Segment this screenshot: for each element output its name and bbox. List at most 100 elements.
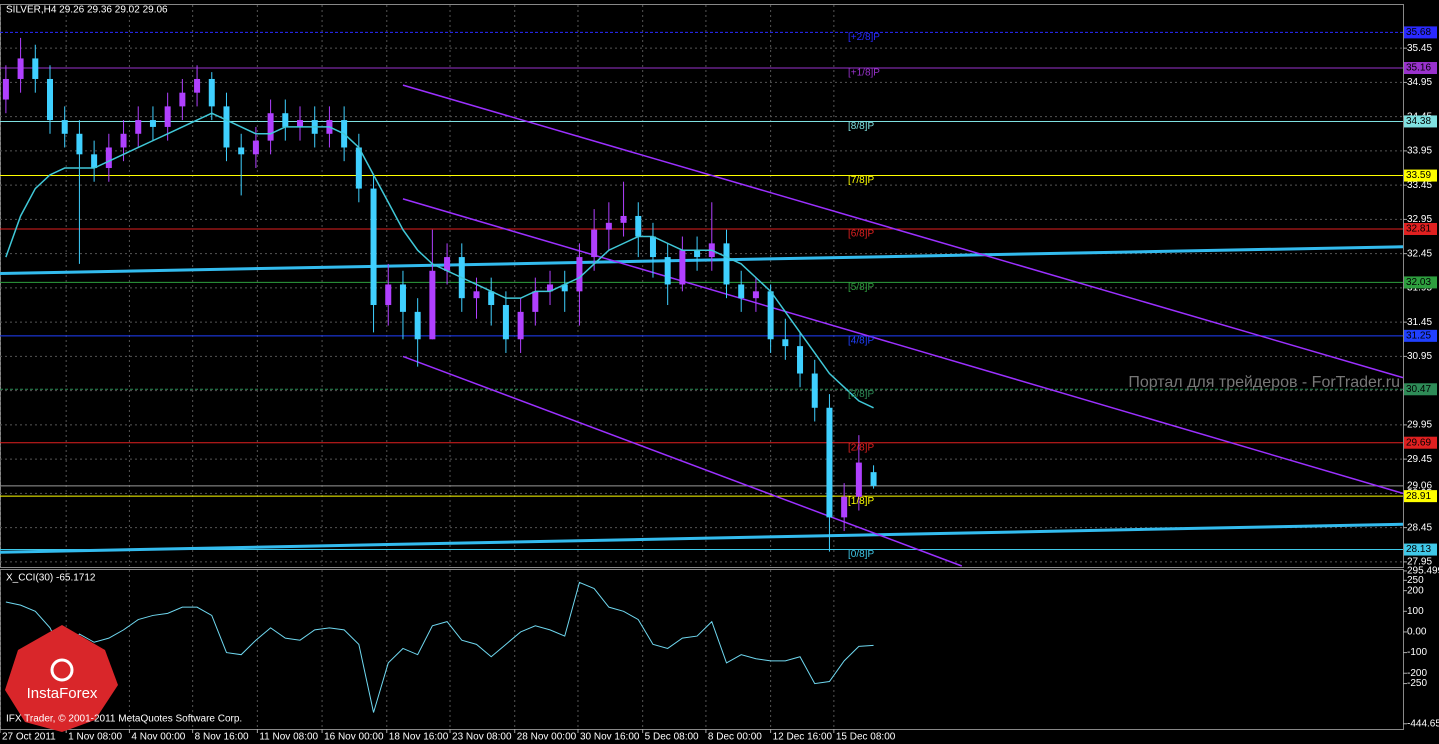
candle-body: [679, 250, 686, 285]
candle-body: [223, 106, 230, 148]
candle-body: [17, 58, 24, 79]
candle-body: [149, 120, 156, 127]
channel-line: [402, 198, 1404, 495]
candle-body: [532, 291, 539, 312]
level-price: 31.25: [1406, 330, 1431, 341]
candle-body: [355, 147, 362, 189]
level-label: [3/8]P: [848, 389, 874, 400]
x-tick-label: 27 Oct 2011: [2, 732, 56, 743]
level-price: 35.68: [1406, 27, 1431, 38]
level-label: [+1/8]P: [848, 68, 880, 79]
candle-body: [120, 133, 127, 148]
logo: [5, 625, 118, 732]
candle-body: [605, 222, 612, 230]
symbol-header: SILVER,H4 29.26 29.36 29.02 29.06: [6, 5, 168, 16]
candle-body: [385, 284, 392, 306]
candle-body: [488, 291, 495, 306]
x-tick-label: 1 Nov 08:00: [68, 732, 122, 743]
candle-body: [105, 147, 112, 169]
candle-body: [855, 462, 862, 497]
level-price-box: [1404, 276, 1437, 289]
level-price-box: [1404, 383, 1437, 396]
level-price-box: [1404, 543, 1437, 556]
moving-average: [5, 112, 874, 409]
y-tick-label: 35.45: [1407, 43, 1432, 54]
candle-body: [252, 140, 259, 155]
level-price: 35.16: [1406, 63, 1431, 74]
level-label: [1/8]P: [848, 496, 874, 507]
level-label: [+2/8]P: [848, 32, 880, 43]
level-price-box: [1404, 169, 1437, 182]
candle-body: [179, 92, 186, 107]
candle-body: [723, 243, 730, 285]
y-tick-label: 33.45: [1407, 180, 1432, 191]
level-price-box: [1404, 222, 1437, 235]
level-price: 33.59: [1406, 170, 1431, 181]
cci-title: X_CCI(30) -65.1712: [6, 573, 96, 584]
candle-body: [91, 154, 98, 169]
regression-line: [0, 245, 1404, 276]
x-tick-label: 28 Nov 00:00: [517, 732, 577, 743]
cci-line: [5, 581, 874, 713]
plot-layer: [0, 5, 1407, 733]
candle-body: [414, 311, 421, 340]
y-tick-label: 33.95: [1407, 146, 1432, 157]
candle-body: [826, 407, 833, 518]
candle-body: [76, 133, 83, 155]
candle-body: [267, 113, 274, 141]
candle-body: [135, 120, 142, 134]
y-tick-label: 29.95: [1407, 420, 1432, 431]
cci-y-tick-label: 100: [1407, 606, 1424, 617]
cci-y-tick-label: -100: [1407, 647, 1427, 658]
regression-line: [0, 522, 1404, 554]
channel-line: [402, 355, 963, 567]
cci-y-tick-label: 295.499: [1407, 566, 1439, 577]
candle-body: [238, 147, 245, 155]
level-price: 32.03: [1406, 277, 1431, 288]
level-label: [8/8]P: [848, 121, 874, 132]
candle-body: [811, 373, 818, 408]
y-tick-label: 32.45: [1407, 248, 1432, 259]
x-tick-label: 30 Nov 16:00: [580, 732, 640, 743]
candle-body: [47, 78, 54, 121]
candle-body: [517, 311, 524, 340]
candle-body: [164, 106, 171, 127]
cci-panel-border: [0, 569, 1404, 730]
cci-y-tick-label: -250: [1407, 678, 1427, 689]
x-tick-label: 8 Nov 16:00: [195, 732, 249, 743]
x-tick-label: 15 Dec 08:00: [836, 732, 896, 743]
candle-body: [694, 250, 701, 258]
level-price-box: [1404, 115, 1437, 128]
level-price: 32.81: [1406, 224, 1431, 235]
candle-body: [2, 78, 9, 100]
x-tick-label: 12 Dec 16:00: [773, 732, 833, 743]
candle-body: [738, 284, 745, 299]
level-label: [4/8]P: [848, 335, 874, 346]
cci-y-tick-label: 250: [1407, 575, 1424, 586]
candle-body: [664, 257, 671, 285]
candle-body: [576, 257, 583, 292]
candle-body: [194, 78, 201, 93]
candle-body: [444, 257, 451, 271]
level-label: [0/8]P: [848, 549, 874, 560]
copyright: IFX Trader, © 2001-2011 MetaQuotes Softw…: [6, 714, 242, 725]
candle-body: [635, 215, 642, 237]
candle-body: [870, 472, 877, 486]
level-label: [6/8]P: [848, 229, 874, 240]
logo-icon: [50, 658, 74, 682]
x-tick-label: 4 Nov 00:00: [131, 732, 185, 743]
candle-body: [61, 120, 68, 134]
level-label: [7/8]P: [848, 175, 874, 186]
level-price-box: [1404, 329, 1437, 342]
x-tick-label: 8 Dec 00:00: [708, 732, 762, 743]
candle-body: [620, 215, 627, 223]
y-tick-label: 34.95: [1407, 77, 1432, 88]
candle-body: [399, 284, 406, 312]
level-price-box: [1404, 62, 1437, 75]
cci-y-tick-label: -200: [1407, 668, 1427, 679]
cci-y-tick-label: -444.659: [1407, 718, 1439, 729]
candle-body: [841, 496, 848, 518]
last-price-label: 29.06: [1407, 480, 1432, 491]
